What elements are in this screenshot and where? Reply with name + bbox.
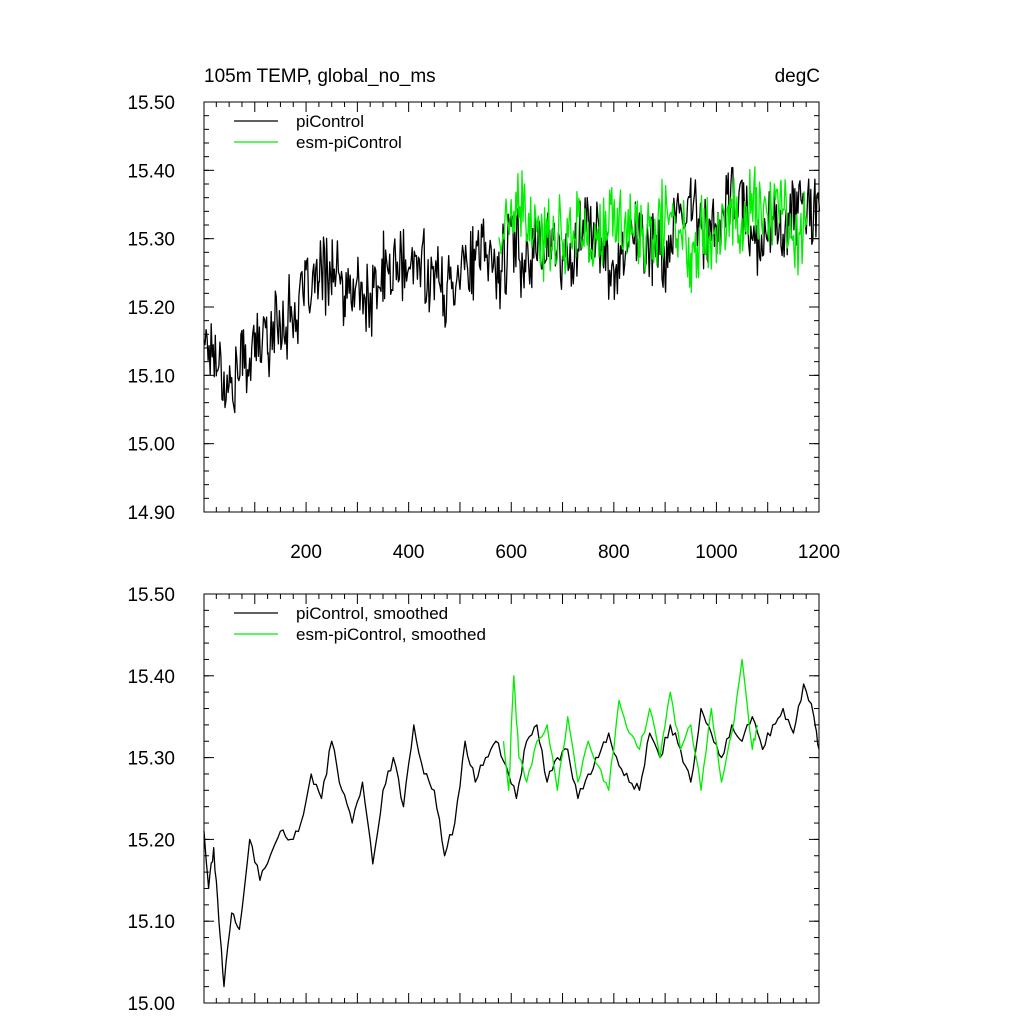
- legend-label: piControl, smoothed: [296, 604, 448, 623]
- y-tick-label: 15.30: [127, 230, 175, 251]
- y-tick-label: 15.50: [127, 93, 175, 114]
- y-tick-label: 15.20: [127, 298, 175, 319]
- legend-label: esm-piControl, smoothed: [296, 625, 486, 644]
- chart-title: 105m TEMP, global_no_ms: [204, 66, 436, 87]
- y-tick-label: 15.50: [127, 585, 175, 606]
- x-tick-label: 1000: [695, 542, 737, 563]
- y-tick-label: 15.00: [127, 435, 175, 456]
- x-tick-label: 800: [598, 542, 630, 563]
- series-line-esm-picontrol-smoothed: [502, 658, 759, 791]
- top-panel: 14.90 15.00 15.10 15.20 15.30 15.40 15.50 200 40…: [127, 93, 840, 563]
- y-tick-label: 15.10: [127, 912, 175, 933]
- y-tick-label: 15.40: [127, 161, 175, 182]
- legend-label: piControl: [296, 112, 364, 131]
- y-tick-label: 14.90: [127, 503, 175, 524]
- y-tick-label: 15.40: [127, 667, 175, 688]
- y-tick-label: 15.10: [127, 366, 175, 387]
- legend-label: esm-piControl: [296, 133, 402, 152]
- y-tick-label: 15.00: [127, 994, 175, 1015]
- bottom-panel: 15.00 15.10 15.20 15.30 15.40 15.50 piControl,…: [127, 585, 820, 1015]
- y-tick-label: 15.20: [127, 830, 175, 851]
- x-tick-label: 200: [290, 542, 322, 563]
- y-tick-label: 15.30: [127, 749, 175, 770]
- plot-frame: [203, 101, 820, 513]
- x-tick-label: 400: [393, 542, 425, 563]
- plot-frame: [203, 593, 820, 1004]
- units-label: degC: [775, 66, 820, 87]
- x-tick-label: 600: [495, 542, 527, 563]
- series-line-esm-picontrol: [498, 166, 808, 294]
- x-tick-label: 1200: [798, 542, 840, 563]
